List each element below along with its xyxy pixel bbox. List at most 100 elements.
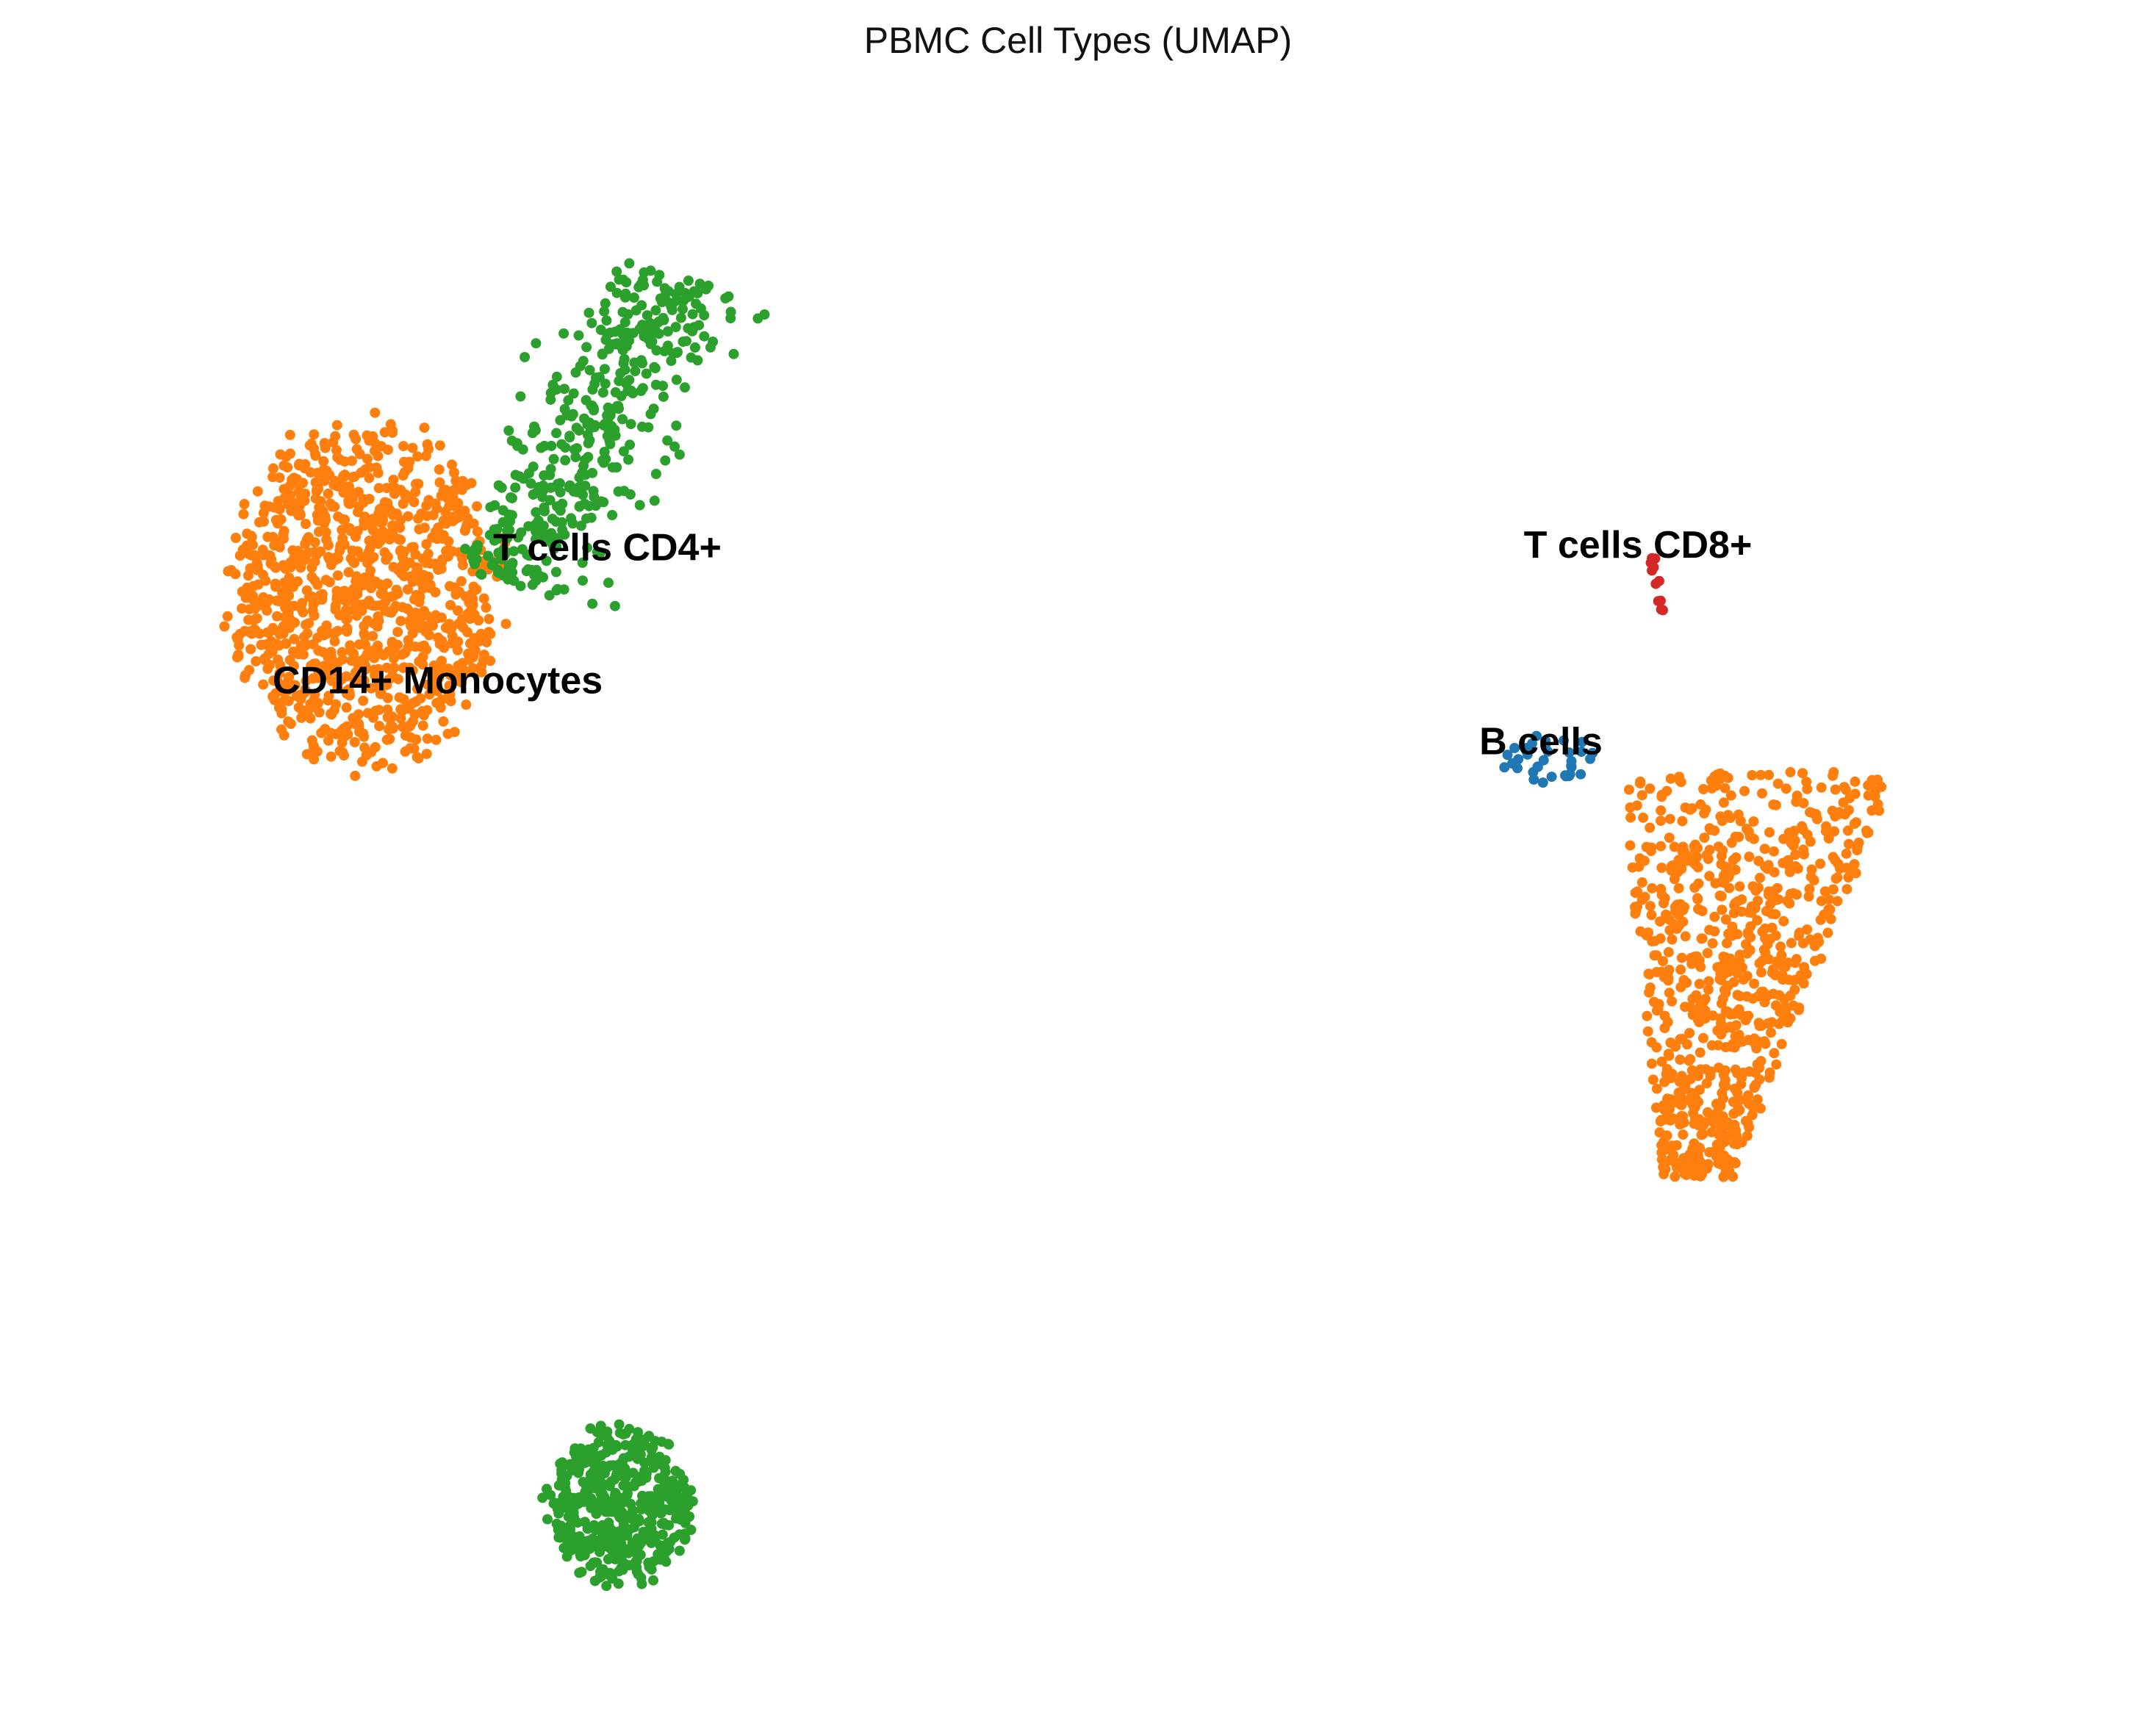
cell-point	[310, 477, 321, 488]
cell-point	[632, 1533, 643, 1544]
cell-point	[1701, 1078, 1712, 1089]
cell-point	[281, 451, 292, 462]
cell-point	[1749, 1037, 1760, 1048]
cell-point	[1770, 1000, 1781, 1011]
cell-point	[335, 542, 346, 553]
cell-point	[485, 502, 496, 513]
cell-point	[1528, 766, 1539, 777]
cell-point	[337, 533, 348, 544]
cell-point	[462, 627, 473, 638]
cell-point	[1736, 1079, 1747, 1090]
cell-point	[395, 534, 406, 545]
cell-point	[648, 1462, 659, 1473]
cell-point	[333, 511, 344, 522]
cell-point	[628, 292, 639, 303]
cell-point	[253, 579, 264, 590]
cell-point	[394, 692, 405, 703]
cell-point	[1771, 956, 1782, 967]
cell-point	[260, 639, 271, 650]
cell-point	[1806, 864, 1817, 875]
cell-point	[1697, 933, 1708, 944]
cell-point	[234, 640, 245, 651]
cell-point	[1720, 1006, 1731, 1017]
cell-point	[368, 712, 378, 723]
points-layer	[219, 258, 1887, 1592]
cell-point	[1651, 1005, 1662, 1016]
cell-point	[391, 584, 402, 595]
cell-point	[614, 1428, 625, 1439]
cell-point	[1772, 778, 1783, 789]
cell-point	[1656, 816, 1666, 827]
cell-point	[1783, 855, 1794, 866]
cell-point	[309, 754, 320, 765]
cell-point	[1678, 905, 1689, 916]
cell-point	[1670, 1097, 1681, 1107]
cell-point	[1797, 768, 1808, 779]
cell-point	[1733, 962, 1744, 973]
cell-point	[435, 702, 446, 713]
cell-point	[591, 373, 601, 383]
cell-point	[500, 619, 511, 630]
cell-point	[658, 391, 669, 402]
cell-point	[566, 411, 577, 422]
cell-point	[537, 527, 548, 538]
cell-point	[1753, 882, 1764, 894]
cell-point	[469, 609, 480, 620]
cell-point	[420, 626, 431, 637]
cell-point	[1732, 929, 1743, 940]
cell-point	[1531, 730, 1542, 741]
cell-point	[337, 737, 348, 748]
cell-point	[288, 646, 298, 657]
cell-point	[284, 655, 295, 666]
cell-point	[1775, 941, 1786, 952]
cell-point	[442, 728, 453, 739]
cell-point	[1792, 863, 1803, 874]
cell-point	[578, 460, 589, 471]
cell-point	[407, 442, 418, 453]
cell-point	[1731, 1131, 1742, 1142]
cell-point	[1682, 1039, 1692, 1050]
cell-point	[285, 557, 295, 568]
cell-point	[330, 627, 341, 638]
cell-point	[1708, 1010, 1718, 1021]
cell-point	[1678, 1129, 1689, 1140]
cell-point	[251, 656, 262, 666]
cell-point	[434, 477, 445, 488]
cell-point	[363, 547, 374, 558]
cell-point	[381, 662, 392, 673]
cell-point	[246, 531, 257, 542]
cell-point	[276, 514, 287, 525]
cell-point	[650, 1436, 661, 1447]
cell-point	[1785, 766, 1796, 777]
cell-point	[1646, 910, 1657, 921]
cell-point	[645, 409, 656, 420]
cell-point	[405, 732, 416, 743]
cell-point	[467, 652, 478, 663]
cell-point	[388, 653, 399, 664]
cell-point	[506, 510, 517, 521]
cell-point	[1771, 1059, 1782, 1070]
cell-point	[646, 1537, 657, 1548]
cell-point	[1540, 738, 1551, 749]
cell-point	[352, 676, 363, 687]
cell-point	[364, 535, 375, 546]
cell-point	[358, 494, 369, 505]
cell-point	[1695, 1118, 1706, 1129]
cell-point	[323, 488, 334, 499]
cell-point	[619, 486, 630, 497]
cell-point	[438, 716, 449, 727]
cell-point	[1828, 884, 1839, 895]
cell-point	[351, 601, 362, 612]
cell-point	[1702, 948, 1713, 959]
cell-point	[1740, 1094, 1751, 1105]
cell-point	[1730, 1064, 1741, 1075]
cell-point	[1745, 932, 1756, 943]
cell-point	[1870, 785, 1881, 797]
cell-point	[450, 589, 461, 600]
cell-point	[357, 728, 368, 739]
cell-point	[664, 1505, 675, 1516]
cell-point	[1815, 858, 1826, 869]
cluster-cd14-monocytes-3	[1624, 766, 1887, 1182]
cell-point	[1706, 1040, 1717, 1051]
cell-point	[408, 576, 418, 587]
